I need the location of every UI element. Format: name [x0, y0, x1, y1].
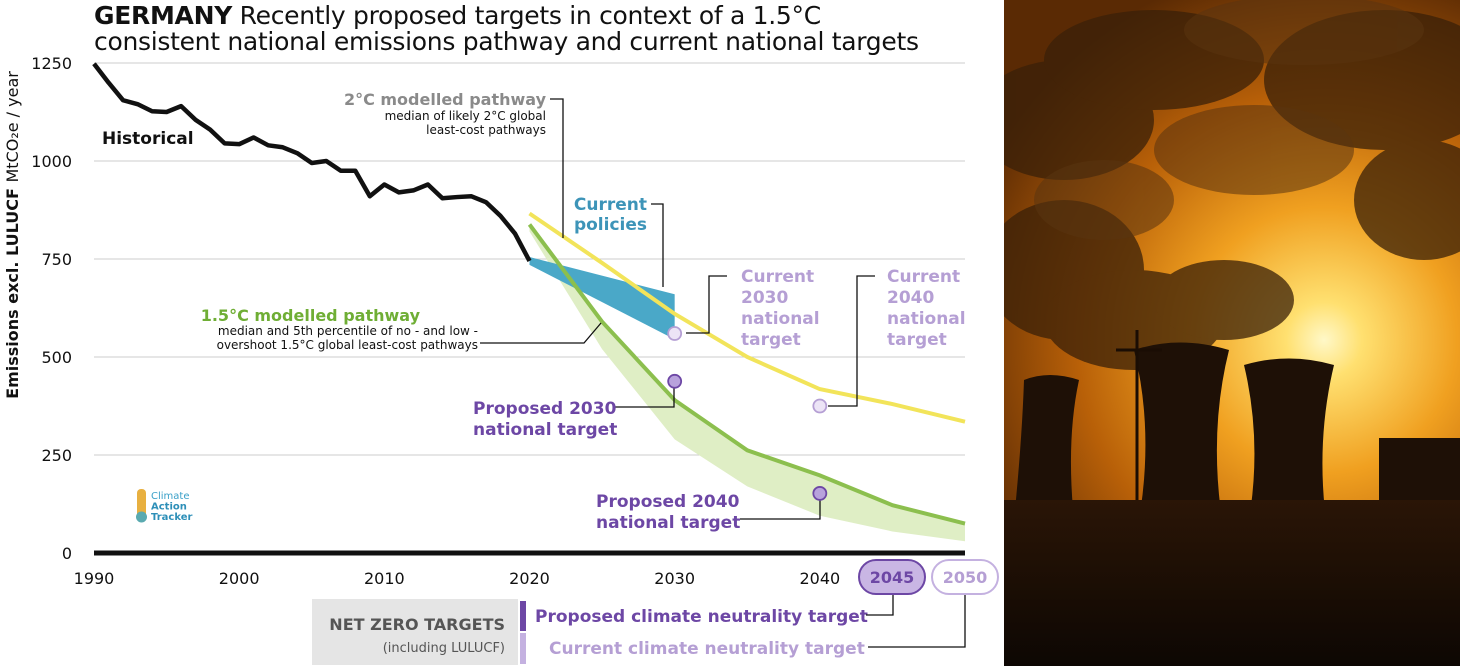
proposed-neutrality-bar	[520, 601, 526, 631]
current-2030-target-label: national	[741, 309, 820, 329]
logo-text: Action	[151, 502, 187, 513]
net-zero-subtitle: (including LULUCF)	[383, 641, 505, 656]
historical-label: Historical	[102, 129, 194, 149]
current-2030-target-label: target	[741, 330, 801, 350]
proposed-neutrality-label: Proposed climate neutrality target	[535, 607, 868, 627]
current-neutrality-bar	[520, 633, 526, 664]
logo-text: Climate	[151, 491, 189, 502]
title-country: GERMANY	[94, 1, 233, 30]
y-tick-label: 750	[41, 250, 72, 269]
current-policies-label: policies	[574, 215, 647, 235]
year-2050-pill	[931, 559, 999, 595]
leader-proposed-2040	[740, 500, 821, 520]
pathway-2c-line	[528, 211, 966, 424]
proposed-2040-target-label: Proposed 2040	[596, 492, 740, 512]
current-2030-target-point	[667, 326, 683, 341]
x-tick-label: 2030	[654, 569, 695, 588]
logo-thermometer	[137, 489, 146, 518]
x-tick-label: 2010	[364, 569, 405, 588]
leader-current-policies	[651, 203, 664, 287]
current-2040-target-label: national	[887, 309, 966, 329]
pathway-1-5c-note: median and 5th percentile of no - and lo…	[218, 324, 478, 338]
logo-text: Tracker	[151, 512, 192, 523]
leader-current-2040	[828, 275, 875, 407]
year-2045-label: 2045	[870, 568, 915, 587]
current-2030-target-label: 2030	[741, 288, 788, 308]
leader-proposed-2030	[614, 387, 675, 408]
proposed-2030-target-label: national target	[473, 420, 617, 440]
title-text: Recently proposed targets in context of …	[239, 1, 822, 30]
current-2040-target-point	[812, 398, 828, 414]
year-2045-pill	[858, 559, 926, 595]
pathway-1-5c-median-line	[527, 223, 966, 526]
leader-2050	[868, 595, 966, 648]
x-tick-label: 2040	[799, 569, 840, 588]
net-zero-box	[312, 599, 518, 665]
leader-2c	[550, 98, 564, 238]
historical-line	[92, 62, 532, 263]
y-tick-label: 1000	[31, 152, 72, 171]
year-2050-label: 2050	[943, 568, 988, 587]
y-tick-label: 250	[41, 446, 72, 465]
x-tick-label: 2020	[509, 569, 550, 588]
current-2040-target-label: 2040	[887, 288, 934, 308]
logo-thermometer-bulb	[136, 511, 147, 523]
net-zero-title: NET ZERO TARGETS	[329, 615, 505, 634]
pathway-1-5c-band	[529, 224, 965, 542]
proposed-2040-target-label: national target	[596, 513, 740, 533]
pathway-2c-label: 2°C modelled pathway	[344, 90, 547, 109]
pathway-2c-note: median of likely 2°C global	[385, 109, 546, 123]
pathway-2c-note: least-cost pathways	[426, 123, 546, 137]
y-tick-label: 1250	[31, 54, 72, 73]
chart-panel: GERMANY Recently proposed targets in con…	[3, 2, 999, 665]
current-2030-target-label: Current	[741, 267, 814, 287]
pathway-1-5c-label: 1.5°C modelled pathway	[201, 306, 421, 325]
chart-title: GERMANY Recently proposed targets in con…	[94, 2, 821, 30]
leader-1-5c	[480, 322, 602, 344]
leader-2045	[866, 595, 894, 616]
x-tick-label: 2000	[219, 569, 260, 588]
y-tick-label: 0	[62, 544, 72, 563]
leader-current-2030	[686, 275, 727, 334]
proposed-2030-target-label: Proposed 2030	[473, 399, 617, 419]
current-policies-band	[529, 257, 675, 340]
current-policies-label: Current	[574, 195, 647, 215]
pathway-1-5c-note: overshoot 1.5°C global least-cost pathwa…	[217, 338, 478, 352]
current-2040-target-label: target	[887, 330, 947, 350]
current-2040-target-label: Current	[887, 267, 960, 287]
x-tick-label: 1990	[74, 569, 115, 588]
chart-title-line2: consistent national emissions pathway an…	[94, 27, 919, 56]
y-axis-label: Emissions excl. LULUCF MtCO₂e / year	[3, 71, 22, 399]
y-tick-label: 500	[41, 348, 72, 367]
proposed-2030-target-point	[667, 373, 683, 389]
current-neutrality-label: Current climate neutrality target	[549, 639, 865, 659]
proposed-2040-target-point	[812, 486, 828, 501]
emissions-chart: 0 250 500 750 1000 1250 1990 2000 2010 2020 2030 20…	[3, 54, 999, 665]
power-plant-photo	[1004, 0, 1460, 666]
